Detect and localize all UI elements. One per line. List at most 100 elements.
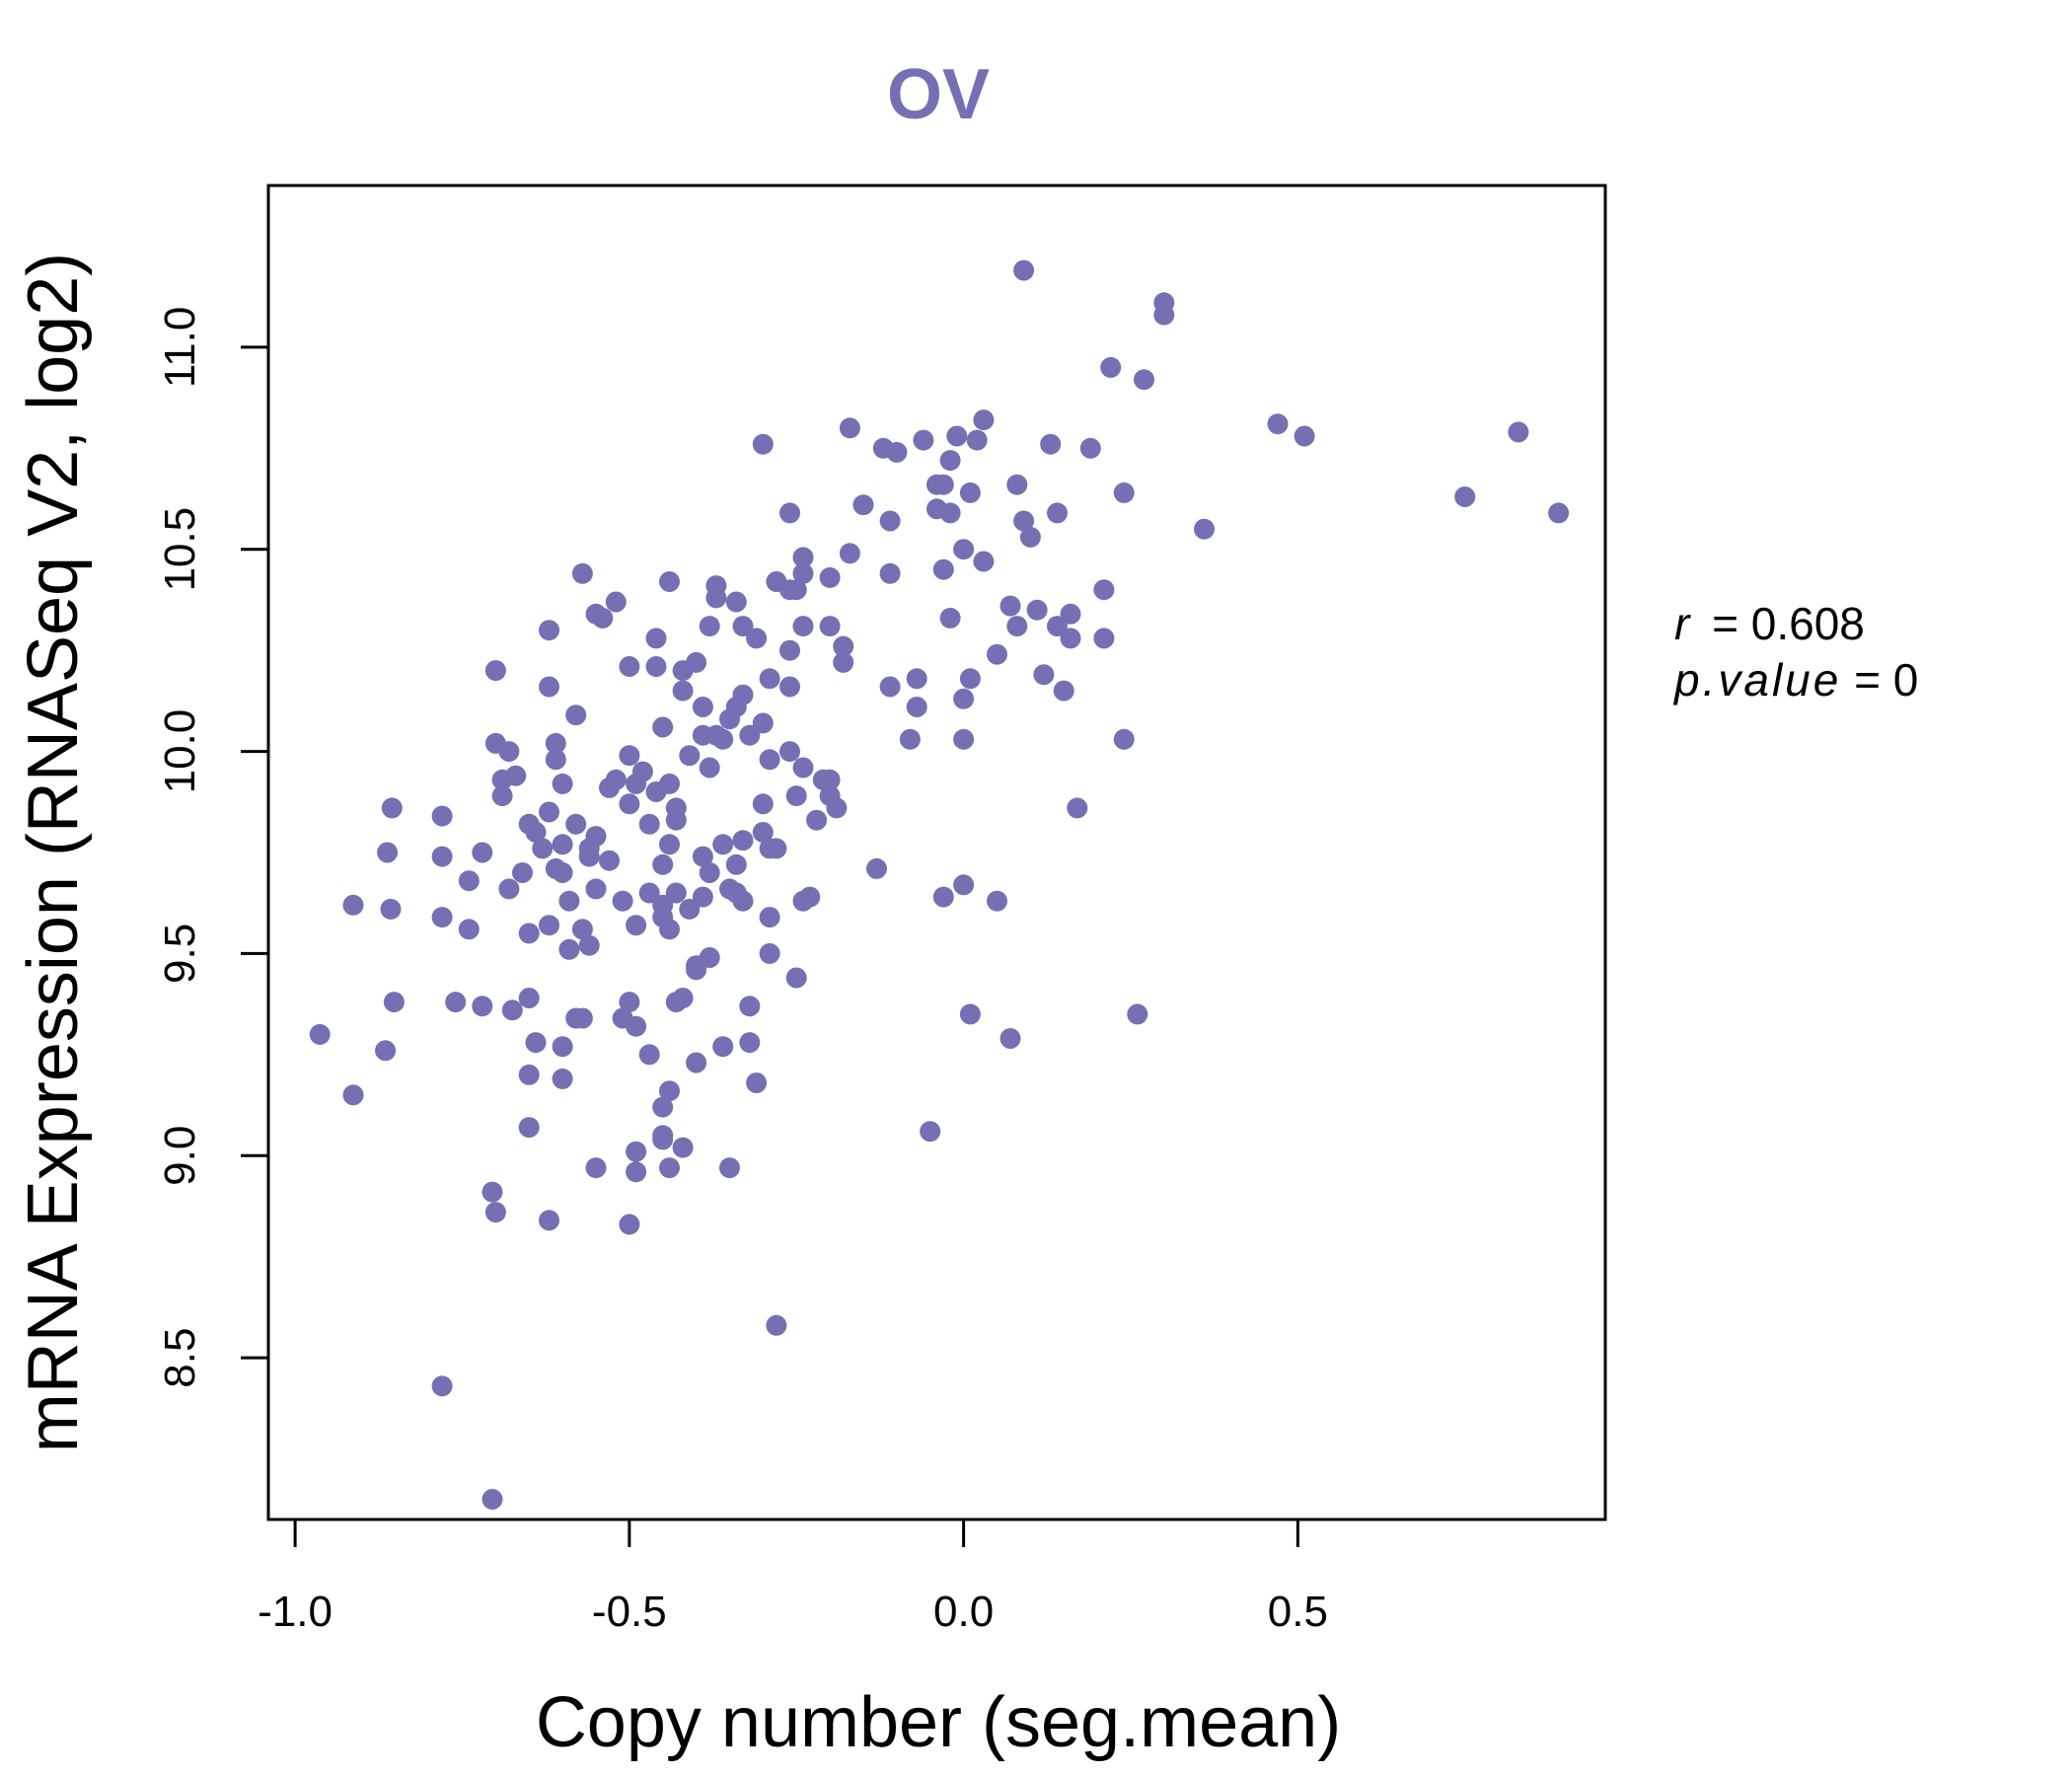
x-tick-label: -1.0	[258, 1588, 333, 1636]
x-axis-title: Copy number (seg.mean)	[536, 1683, 1341, 1762]
data-point	[879, 676, 901, 698]
data-point	[638, 813, 660, 835]
p-statistic: p.value = 0	[1672, 654, 1918, 705]
data-point	[679, 745, 701, 767]
data-point	[819, 566, 841, 588]
data-point	[518, 988, 540, 1008]
data-point	[752, 433, 774, 455]
x-axis: -1.0 -0.5 0.0 0.5	[258, 1517, 1328, 1636]
data-point	[886, 441, 908, 463]
y-axis: 8.5 9.0 9.5 10.0 10.5 11.0	[156, 307, 270, 1388]
data-point	[672, 1137, 694, 1158]
data-point	[1026, 599, 1048, 621]
data-point	[619, 793, 640, 815]
data-point	[571, 1007, 593, 1029]
data-point	[906, 697, 927, 717]
data-point	[785, 967, 807, 989]
data-point	[1508, 421, 1529, 443]
data-point	[1060, 603, 1081, 625]
data-point	[712, 834, 734, 855]
data-point	[1006, 474, 1028, 495]
data-point	[458, 919, 480, 940]
data-point	[759, 668, 780, 690]
data-point	[899, 728, 921, 750]
data-point	[953, 874, 975, 896]
data-point	[592, 607, 614, 629]
data-point	[732, 830, 754, 851]
data-point	[552, 862, 573, 883]
data-point	[518, 1117, 540, 1139]
data-point	[785, 785, 807, 807]
data-point	[652, 1129, 674, 1150]
data-point	[565, 704, 587, 726]
data-point	[779, 676, 800, 698]
data-point	[746, 1073, 768, 1093]
data-point	[953, 688, 975, 709]
data-point	[539, 620, 559, 641]
data-point	[1113, 728, 1135, 750]
y-tick-label: 11.0	[156, 307, 204, 388]
data-point	[799, 886, 821, 908]
data-point	[699, 757, 720, 778]
data-point	[539, 676, 559, 698]
data-point	[779, 639, 800, 661]
data-point	[692, 846, 713, 867]
data-point	[605, 769, 627, 790]
data-point	[946, 425, 968, 447]
p-value: 0	[1893, 654, 1919, 705]
data-point	[1153, 292, 1175, 314]
data-point	[375, 1040, 397, 1062]
data-point	[626, 1015, 647, 1037]
data-point	[719, 1157, 740, 1179]
plot-frame	[266, 184, 1607, 1521]
data-point	[445, 992, 467, 1013]
data-point	[879, 562, 901, 584]
r-statistic: r = 0.608	[1674, 598, 1865, 649]
data-point	[605, 591, 627, 613]
data-point	[686, 651, 707, 673]
data-point	[739, 1032, 761, 1054]
data-point	[626, 1161, 647, 1183]
data-point	[638, 882, 660, 904]
data-point	[565, 813, 587, 835]
data-point	[558, 890, 580, 912]
data-point	[759, 749, 780, 771]
data-point	[732, 616, 754, 637]
data-point	[585, 826, 607, 848]
y-tick-label: 9.0	[156, 1126, 204, 1186]
data-point	[612, 890, 633, 912]
data-point	[545, 732, 566, 754]
data-point	[578, 934, 600, 956]
data-point	[1047, 616, 1068, 637]
data-point	[638, 1044, 660, 1066]
data-point	[1006, 616, 1028, 637]
data-point	[939, 450, 961, 472]
data-point	[766, 838, 787, 859]
data-point	[458, 870, 480, 892]
data-point	[585, 878, 607, 900]
data-point	[672, 988, 694, 1008]
data-point	[558, 938, 580, 960]
data-point	[552, 1068, 573, 1089]
data-point	[939, 502, 961, 524]
data-point	[1013, 510, 1035, 532]
data-point	[973, 409, 995, 431]
data-point	[932, 474, 954, 495]
data-point	[1267, 413, 1289, 435]
data-point	[953, 539, 975, 560]
data-point	[920, 1121, 941, 1143]
data-point	[906, 668, 927, 690]
data-point	[752, 712, 774, 734]
data-point	[659, 1157, 680, 1179]
data-point	[626, 1141, 647, 1162]
data-point	[879, 510, 901, 532]
data-point	[959, 481, 981, 503]
data-point	[626, 915, 647, 936]
data-point	[686, 959, 707, 981]
data-point	[712, 1036, 734, 1058]
data-point	[571, 562, 593, 584]
data-point	[932, 886, 954, 908]
data-point	[1013, 259, 1035, 281]
data-point	[652, 1096, 674, 1118]
data-point	[712, 728, 734, 750]
